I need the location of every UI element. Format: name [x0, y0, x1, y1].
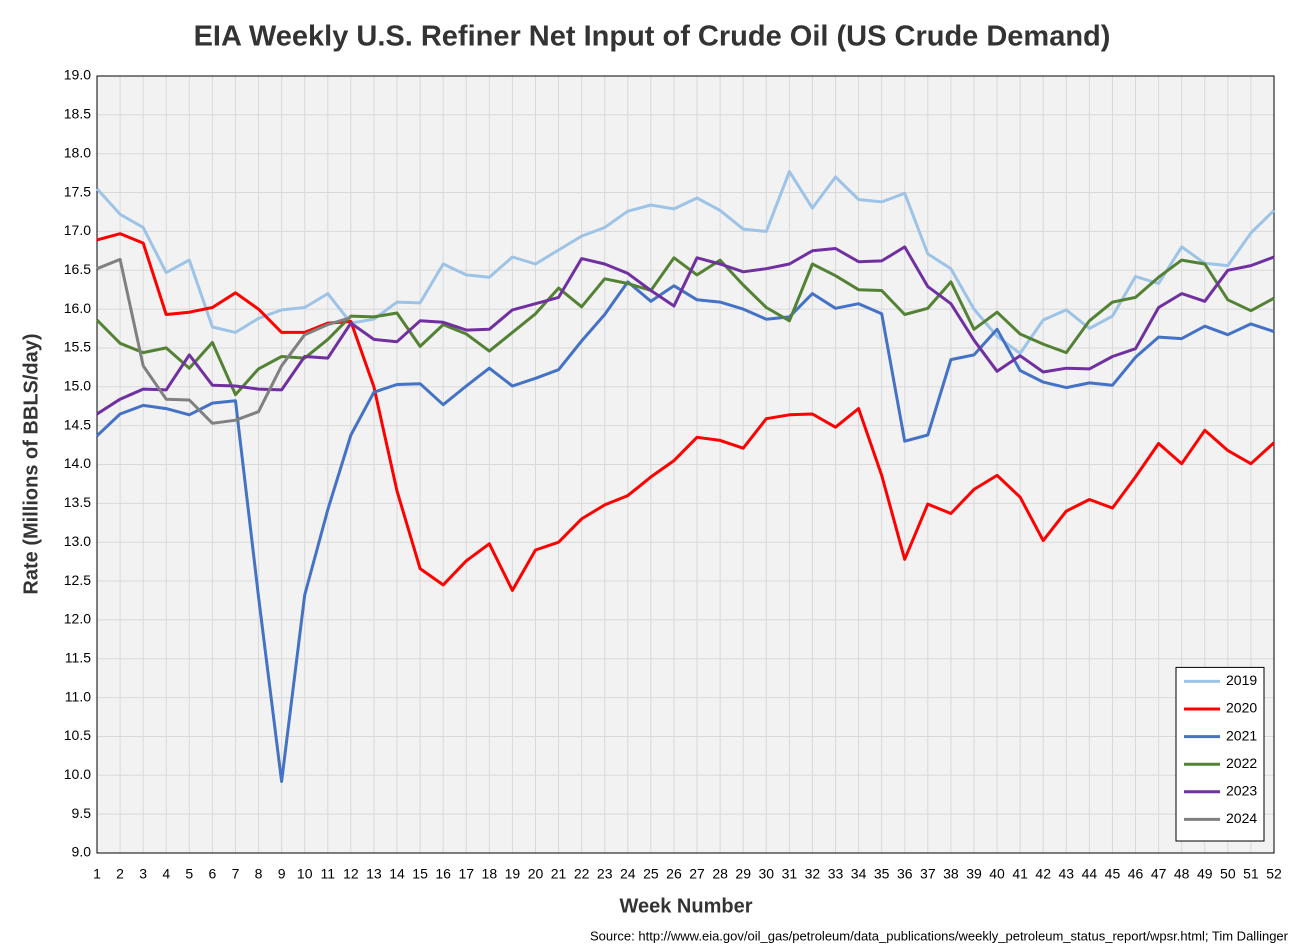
- plot-border: [96, 75, 1275, 854]
- x-tick-label: 48: [1174, 866, 1190, 882]
- x-tick-label: 43: [1059, 866, 1075, 882]
- legend-label: 2022: [1226, 755, 1257, 771]
- x-tick-label: 24: [620, 866, 636, 882]
- y-tick-label: 10.5: [64, 727, 91, 743]
- x-tick-label: 8: [255, 866, 263, 882]
- y-tick-label: 15.0: [64, 378, 91, 394]
- legend-label: 2019: [1226, 672, 1257, 688]
- x-tick-label: 9: [278, 866, 286, 882]
- y-tick-label: 12.0: [64, 611, 91, 627]
- x-tick-label: 13: [366, 866, 382, 882]
- x-tick-label: 7: [232, 866, 240, 882]
- x-tick-label: 14: [389, 866, 405, 882]
- y-tick-label: 11.5: [65, 649, 91, 665]
- y-tick-label: 18.5: [64, 106, 91, 122]
- x-tick-label: 46: [1128, 866, 1144, 882]
- series-line: [95, 280, 1275, 783]
- x-tick-label: 29: [735, 866, 751, 882]
- source-note: Source: http://www.eia.gov/oil_gas/petro…: [590, 928, 1289, 943]
- y-tick-label: 15.5: [64, 339, 91, 355]
- y-axis-label: Rate (Millions of BBLS/day): [20, 333, 42, 594]
- y-tick-label: 16.5: [64, 261, 91, 277]
- legend-label: 2020: [1226, 700, 1257, 716]
- x-tick-label: 20: [528, 866, 544, 882]
- y-tick-label: 9.5: [72, 805, 92, 821]
- x-tick-label: 38: [943, 866, 959, 882]
- x-tick-label: 23: [597, 866, 613, 882]
- series-line: [96, 257, 352, 425]
- x-tick-label: 34: [851, 866, 867, 882]
- x-tick-label: 17: [458, 866, 474, 882]
- y-tick-label: 14.5: [64, 416, 91, 432]
- legend-label: 2021: [1226, 727, 1257, 743]
- x-tick-label: 30: [758, 866, 774, 882]
- x-tick-label: 33: [828, 866, 844, 882]
- y-tick-label: 16.0: [64, 300, 91, 316]
- x-tick-label: 25: [643, 866, 659, 882]
- x-tick-label: 37: [920, 866, 936, 882]
- y-tick-label: 18.0: [64, 144, 91, 160]
- legend-label: 2023: [1226, 783, 1257, 799]
- y-tick-label: 11.0: [65, 688, 91, 704]
- chart-title: EIA Weekly U.S. Refiner Net Input of Cru…: [194, 21, 1111, 53]
- x-tick-label: 49: [1197, 866, 1213, 882]
- x-tick-label: 18: [482, 866, 498, 882]
- x-tick-label: 35: [874, 866, 890, 882]
- x-tick-label: 42: [1035, 866, 1051, 882]
- x-tick-label: 27: [689, 866, 705, 882]
- x-tick-label: 6: [208, 866, 216, 882]
- series-line: [95, 256, 1275, 397]
- x-tick-label: 40: [989, 866, 1005, 882]
- series-line: [95, 170, 1276, 355]
- y-tick-label: 19.0: [64, 67, 91, 83]
- x-tick-label: 19: [505, 866, 521, 882]
- x-tick-label: 2: [116, 866, 124, 882]
- x-tick-label: 39: [966, 866, 982, 882]
- series-line: [96, 245, 1275, 416]
- x-tick-label: 16: [435, 866, 451, 882]
- y-tick-label: 10.0: [64, 766, 91, 782]
- x-tick-label: 45: [1105, 866, 1121, 882]
- y-tick-label: 9.0: [72, 844, 92, 860]
- x-axis-label: Week Number: [619, 895, 752, 917]
- x-tick-label: 15: [412, 866, 428, 882]
- x-tick-label: 26: [666, 866, 682, 882]
- x-tick-label: 10: [297, 866, 313, 882]
- x-tick-label: 22: [574, 866, 590, 882]
- y-tick-label: 14.0: [64, 455, 91, 471]
- x-tick-label: 21: [551, 866, 567, 882]
- x-tick-label: 3: [139, 866, 147, 882]
- x-tick-label: 31: [782, 866, 798, 882]
- y-tick-label: 17.5: [64, 183, 91, 199]
- y-tick-label: 17.0: [64, 222, 91, 238]
- x-tick-label: 41: [1012, 866, 1028, 882]
- x-tick-label: 11: [321, 866, 336, 882]
- x-tick-label: 1: [93, 866, 101, 882]
- series-line: [96, 232, 1276, 592]
- x-tick-label: 12: [343, 866, 359, 882]
- y-tick-label: 13.5: [64, 494, 91, 510]
- legend-label: 2024: [1226, 810, 1257, 826]
- x-tick-label: 28: [712, 866, 728, 882]
- legend-box: [1175, 666, 1265, 842]
- x-tick-label: 44: [1082, 866, 1098, 882]
- y-tick-label: 12.5: [64, 572, 91, 588]
- y-tick-label: 13.0: [64, 533, 91, 549]
- x-tick-label: 50: [1220, 866, 1236, 882]
- x-tick-label: 36: [897, 866, 913, 882]
- x-tick-label: 47: [1151, 866, 1167, 882]
- x-tick-label: 32: [805, 866, 821, 882]
- x-tick-label: 4: [162, 866, 170, 882]
- x-tick-label: 52: [1266, 866, 1282, 882]
- x-tick-label: 51: [1243, 866, 1259, 882]
- x-tick-label: 5: [185, 866, 193, 882]
